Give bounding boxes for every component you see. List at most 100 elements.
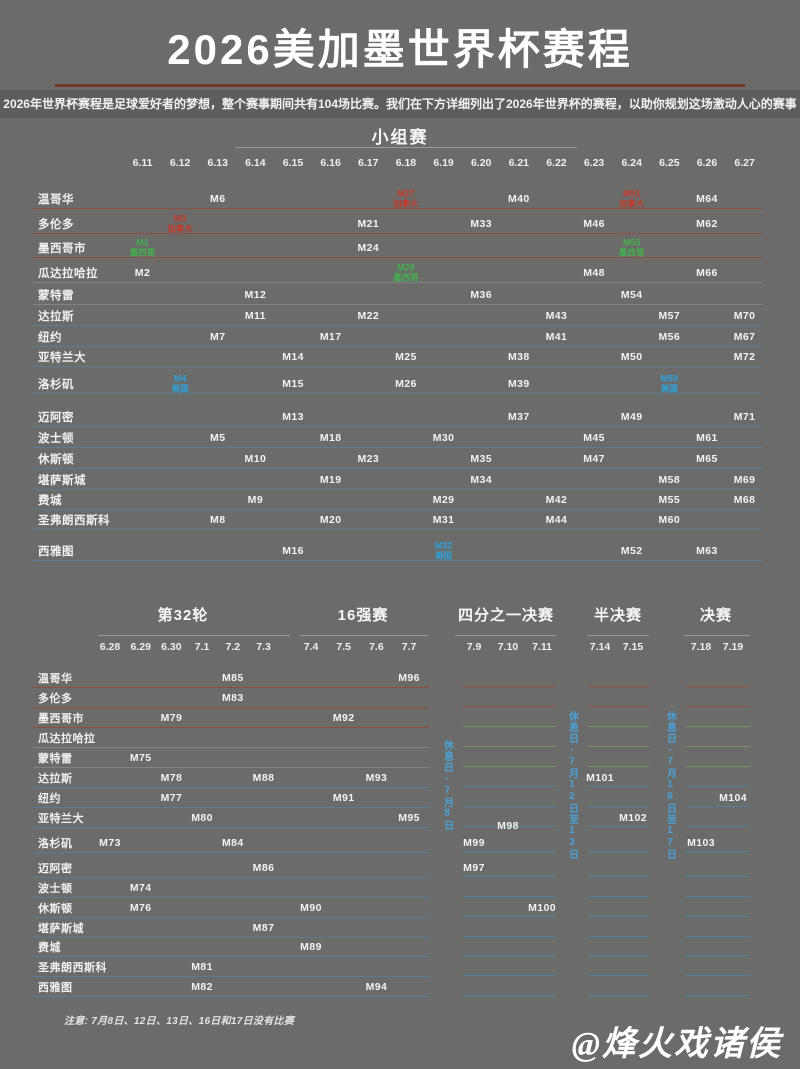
bracket-line: [686, 955, 750, 956]
bracket-line: [463, 896, 556, 897]
knockout-city-label: 亚特兰大: [38, 813, 84, 825]
bracket-line: [588, 706, 649, 707]
knockout-date-header: 7.10: [497, 641, 519, 653]
match-number: M7: [210, 331, 226, 343]
bracket-line: [463, 936, 556, 937]
match-number: M82: [191, 981, 213, 993]
match-number: M49: [620, 411, 643, 423]
group-row-line: [33, 426, 762, 427]
knockout-date-header: 6.28: [99, 641, 121, 653]
host-nation-match: M28 墨西哥: [393, 263, 419, 283]
knockout-city-label: 圣弗朗西斯科: [38, 962, 107, 974]
match-number: M52: [620, 545, 643, 557]
match-number: M84: [221, 837, 244, 849]
group-date-header: 6.14: [245, 157, 266, 169]
watermark-signature: @烽火戏诸侯: [568, 1016, 786, 1069]
knockout-city-label: 洛杉矶: [38, 838, 73, 850]
group-stage-heading: 小组赛: [371, 128, 429, 147]
knockout-row-line: [33, 807, 430, 808]
bracket-line: [686, 916, 750, 917]
group-date-header: 6.19: [433, 157, 454, 169]
knockout-city-label: 温哥华: [38, 673, 73, 685]
group-city-label: 圣弗朗西斯科: [38, 515, 110, 527]
group-city-label: 西雅图: [38, 546, 74, 558]
match-number: M69: [733, 474, 756, 486]
match-number: M37: [507, 411, 530, 423]
match-number: M40: [507, 193, 530, 205]
bracket-line: [463, 975, 556, 976]
bracket-line: [588, 786, 649, 787]
match-number: M57: [658, 310, 681, 322]
knockout-city-label: 墨西哥市: [38, 713, 84, 725]
match-number: M30: [432, 432, 455, 444]
match-number: M20: [319, 514, 342, 526]
bracket-line: [686, 746, 750, 747]
knockout-date-header: 7.1: [194, 641, 210, 653]
stage-heading-underline: [455, 635, 556, 636]
knockout-city-label: 休斯顿: [38, 903, 73, 915]
match-number: M8: [210, 514, 226, 526]
match-number: M23: [357, 453, 380, 465]
match-number: M44: [545, 514, 568, 526]
host-nation-label: 加拿大: [618, 198, 645, 208]
knockout-city-label: 瓜达拉哈拉: [38, 733, 96, 745]
page-title: 2026美加墨世界杯赛程: [167, 26, 633, 73]
match-number: M34: [470, 474, 492, 486]
match-number: M103: [687, 837, 715, 849]
knockout-row-line: [33, 707, 430, 708]
stage-heading-underline: [587, 635, 649, 636]
match-number: M101: [586, 772, 614, 784]
match-number: M77: [160, 792, 183, 804]
match-number: M74: [129, 882, 152, 894]
stage-heading-underline: [684, 635, 750, 636]
match-number: M46: [583, 218, 605, 230]
match-number: M22: [357, 310, 380, 322]
match-number: M64: [696, 193, 718, 205]
match-number: M55: [658, 494, 681, 506]
knockout-row-line: [33, 956, 430, 957]
match-number: M27: [397, 188, 415, 199]
match-number: M35: [470, 453, 492, 465]
group-row-line: [33, 447, 762, 448]
match-number: M78: [160, 772, 183, 784]
group-city-label: 波士顿: [38, 433, 74, 445]
bracket-line: [686, 706, 750, 707]
rest-day-label: 休息日-7月16日至17日: [664, 711, 676, 860]
knockout-city-label: 纽约: [38, 793, 61, 805]
bracket-line: [588, 995, 649, 996]
bracket-line: [588, 975, 649, 976]
match-number: M67: [733, 331, 756, 343]
match-number: M88: [252, 772, 275, 784]
host-nation-match: M53 墨西哥: [619, 238, 645, 258]
match-number: M100: [528, 902, 556, 914]
knockout-row-line: [33, 827, 430, 828]
match-number: M54: [620, 289, 643, 301]
bracket-line: [588, 896, 649, 897]
bracket-line: [686, 896, 750, 897]
match-number: M68: [733, 494, 756, 506]
match-number: M73: [99, 837, 121, 849]
host-nation-label: 加拿大: [393, 198, 419, 208]
match-number: M87: [252, 922, 275, 934]
group-city-label: 堪萨斯城: [38, 475, 86, 487]
group-date-header: 6.13: [207, 157, 228, 169]
knockout-row-line: [33, 747, 430, 748]
bracket-line: [686, 876, 750, 877]
knockout-city-label: 费城: [38, 942, 61, 954]
match-number: M98: [497, 820, 519, 832]
bracket-line: [463, 995, 556, 996]
match-number: M63: [696, 545, 718, 557]
knockout-city-label: 西雅图: [38, 982, 73, 994]
bracket-line: [463, 766, 556, 767]
knockout-row-line: [33, 976, 430, 977]
match-number: M86: [252, 862, 275, 874]
group-row-line: [33, 468, 762, 469]
bracket-line: [686, 826, 750, 827]
knockout-date-header: 7.14: [589, 641, 611, 653]
group-city-label: 纽约: [38, 332, 62, 344]
host-nation-label: 墨西哥: [129, 247, 156, 257]
bracket-line: [463, 876, 556, 877]
bracket-line: [588, 826, 649, 827]
group-row-line: [33, 509, 762, 510]
